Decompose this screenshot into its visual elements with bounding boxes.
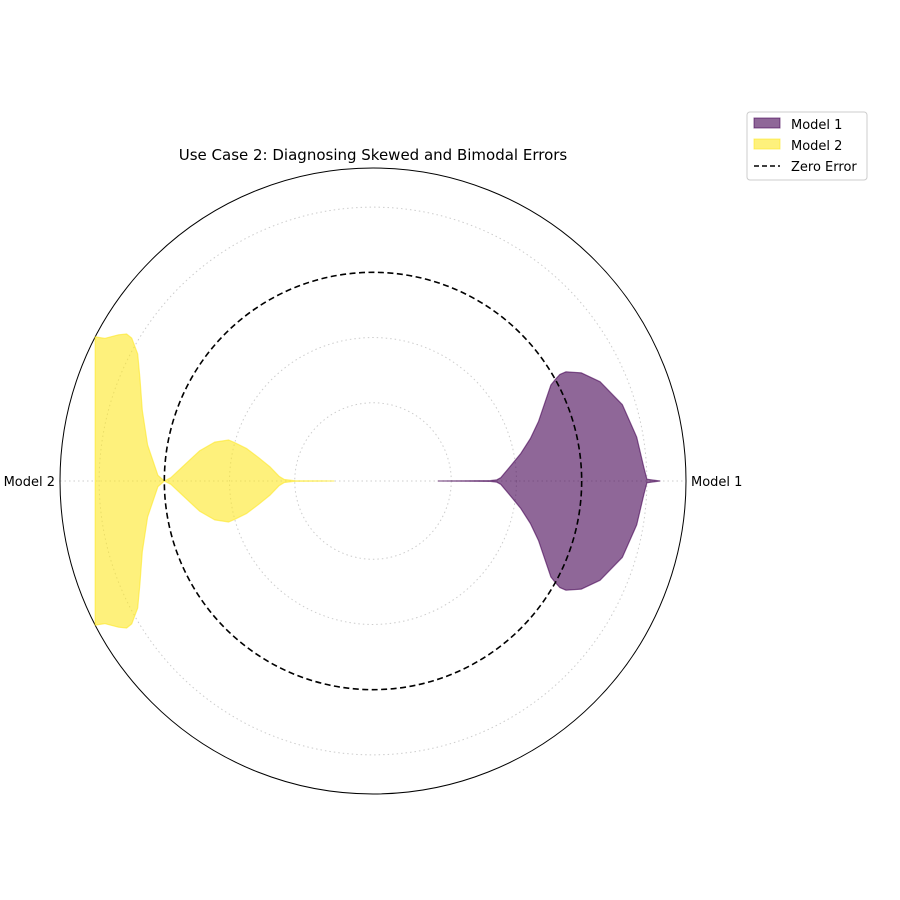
outer-spine	[59, 167, 687, 795]
legend: Model 1 Model 2 Zero Error	[746, 111, 868, 181]
legend-box	[746, 111, 868, 181]
legend-label-model-2: Model 2	[791, 139, 842, 154]
violin-1	[437, 371, 661, 591]
legend-swatch-model-1	[753, 117, 781, 129]
chart-title: Use Case 2: Diagnosing Skewed and Bimoda…	[179, 146, 568, 164]
legend-label-model-1: Model 1	[791, 118, 842, 133]
category-label-2: Model 2	[4, 475, 55, 490]
legend-swatch-model-2	[753, 138, 781, 150]
violin-2	[94, 333, 335, 629]
category-label-1: Model 1	[691, 475, 742, 490]
zero-error-layer	[163, 271, 583, 691]
legend-label-zero-error: Zero Error	[791, 160, 857, 175]
violin-layer	[94, 333, 661, 629]
category-labels: Model 1 Model 2	[4, 475, 743, 490]
zero-error-circle	[163, 271, 583, 691]
